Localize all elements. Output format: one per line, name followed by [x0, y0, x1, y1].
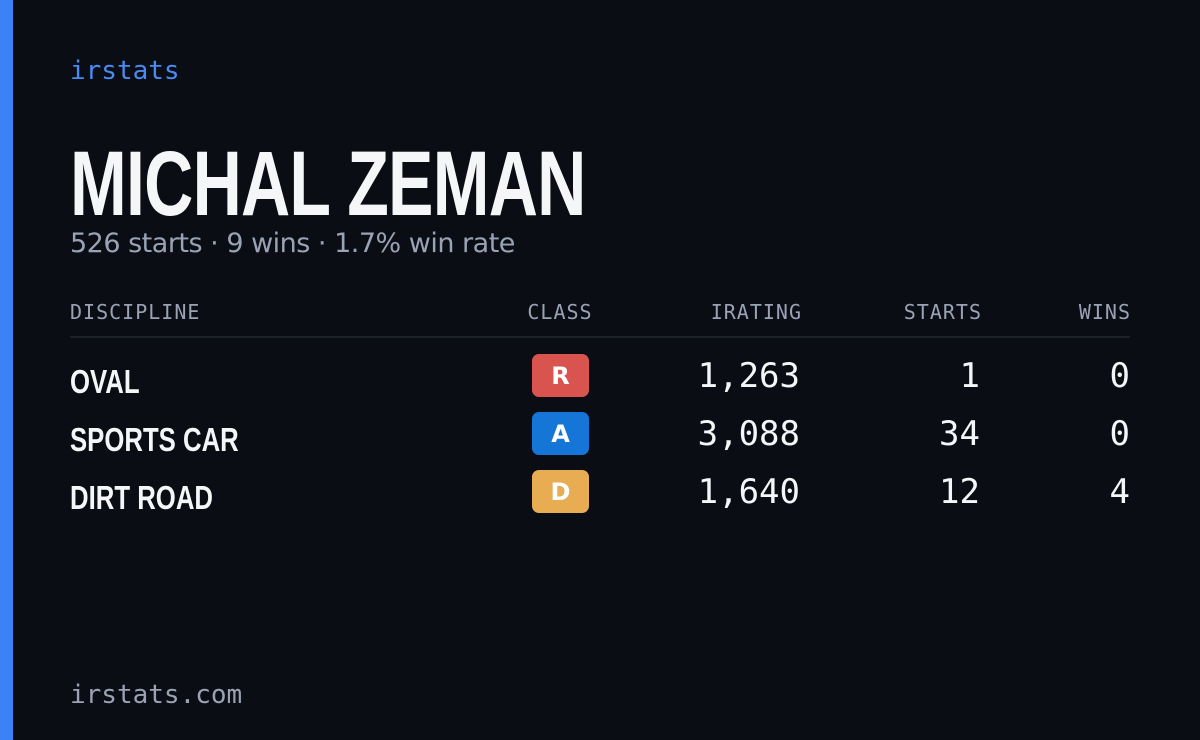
class-badge: A — [532, 412, 589, 455]
starts: 12 — [939, 472, 980, 512]
discipline: OVAL — [70, 363, 140, 400]
title: MICHAL ZEMAN — [70, 133, 586, 235]
wins: 4 — [1109, 472, 1130, 512]
starts: 34 — [939, 414, 980, 454]
column-header: STARTS — [903, 300, 982, 324]
accent-bar — [0, 0, 13, 740]
wins: 0 — [1109, 414, 1130, 454]
class-badge: D — [532, 470, 589, 513]
column-header: CLASS — [527, 300, 593, 324]
wins: 0 — [1109, 356, 1130, 396]
irating: 1,263 — [697, 356, 800, 396]
discipline: DIRT ROAD — [70, 479, 213, 516]
class-badge: R — [532, 354, 589, 397]
starts: 1 — [959, 356, 980, 396]
column-header: DISCIPLINE — [70, 300, 201, 324]
column-header: IRATING — [710, 300, 802, 324]
irating: 1,640 — [697, 472, 800, 512]
divider — [70, 336, 1130, 338]
irating: 3,088 — [697, 414, 800, 454]
discipline: SPORTS CAR — [70, 421, 239, 458]
subtitle: 526 starts · 9 wins · 1.7% win rate — [70, 228, 515, 259]
footer-site: irstats.com — [70, 680, 243, 710]
brand: irstats — [70, 56, 180, 86]
column-header: WINS — [1078, 300, 1131, 324]
